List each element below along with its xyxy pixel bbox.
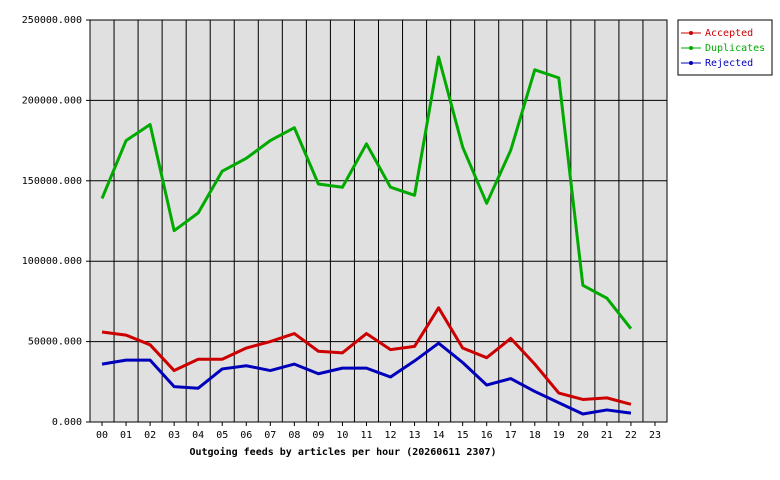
- legend-label: Duplicates: [705, 43, 765, 54]
- x-tick-label: 03: [168, 430, 180, 441]
- x-tick-label: 12: [384, 430, 396, 441]
- x-tick-label: 04: [192, 430, 204, 441]
- legend-label: Rejected: [705, 58, 753, 69]
- y-tick-label: 50000.000: [28, 337, 82, 348]
- x-tick-label: 13: [409, 430, 421, 441]
- x-tick-label: 02: [144, 430, 156, 441]
- x-tick-label: 14: [433, 430, 445, 441]
- x-tick-label: 11: [360, 430, 372, 441]
- x-tick-label: 22: [625, 430, 637, 441]
- y-tick-label: 0.000: [52, 417, 82, 428]
- y-tick-label: 200000.000: [22, 95, 82, 106]
- x-tick-label: 18: [529, 430, 541, 441]
- series-line: [101, 341, 632, 416]
- x-tick-label: 15: [457, 430, 469, 441]
- x-tick-label: 00: [96, 430, 108, 441]
- x-tick-label: 21: [601, 430, 613, 441]
- x-tick-label: 16: [481, 430, 493, 441]
- x-tick-label: 07: [264, 430, 276, 441]
- y-tick-label: 100000.000: [22, 256, 82, 267]
- x-tick-label: 10: [336, 430, 348, 441]
- x-tick-label: 23: [649, 430, 661, 441]
- legend-marker: [689, 46, 693, 50]
- legend-label: Accepted: [705, 28, 753, 39]
- y-tick-label: 250000.000: [22, 15, 82, 26]
- x-tick-label: 05: [216, 430, 228, 441]
- x-tick-label: 19: [553, 430, 565, 441]
- legend-marker: [689, 61, 693, 65]
- x-tick-label: 08: [288, 430, 300, 441]
- x-tick-label: 17: [505, 430, 517, 441]
- x-tick-label: 06: [240, 430, 252, 441]
- series-line: [101, 306, 632, 406]
- y-tick-label: 150000.000: [22, 176, 82, 187]
- x-tick-label: 01: [120, 430, 132, 441]
- x-axis-label: Outgoing feeds by articles per hour (202…: [189, 446, 496, 458]
- x-tick-label: 20: [577, 430, 589, 441]
- series-line: [100, 55, 633, 330]
- x-tick-label: 09: [312, 430, 324, 441]
- legend-marker: [689, 31, 693, 35]
